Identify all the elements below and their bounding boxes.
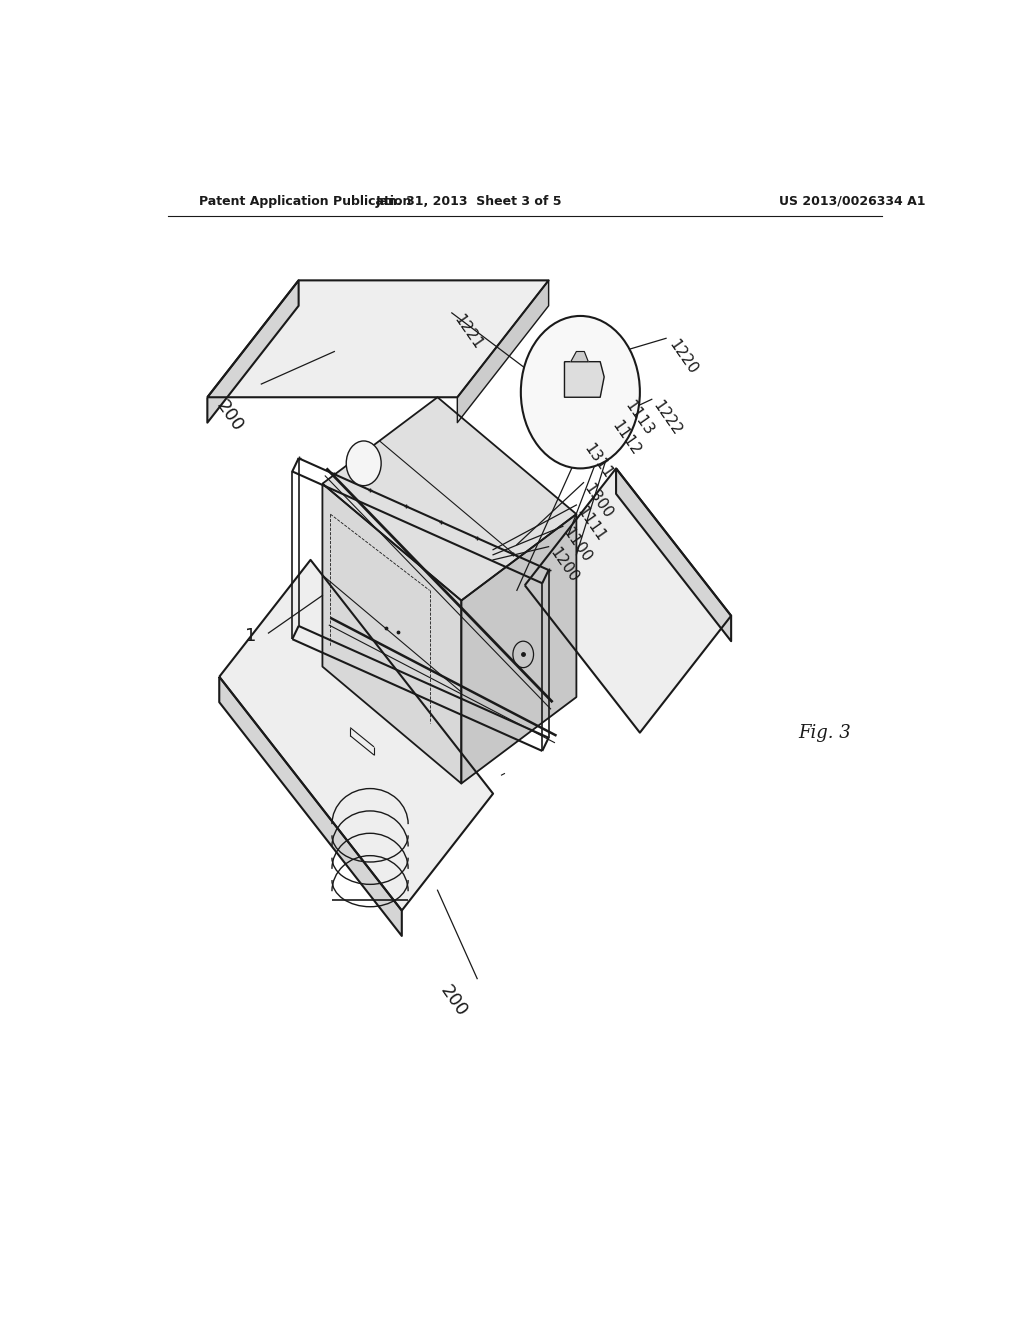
Polygon shape (461, 515, 577, 784)
Text: Fig. 3: Fig. 3 (799, 723, 851, 742)
Text: 1311: 1311 (581, 441, 615, 480)
Text: 1220: 1220 (666, 337, 699, 378)
Text: 1300: 1300 (581, 482, 615, 521)
Polygon shape (524, 469, 731, 733)
Polygon shape (219, 677, 401, 936)
Text: Patent Application Publication: Patent Application Publication (200, 194, 412, 207)
Polygon shape (219, 560, 494, 911)
Text: 1112: 1112 (609, 418, 643, 458)
Text: 200: 200 (212, 397, 246, 436)
Text: US 2013/0026334 A1: US 2013/0026334 A1 (778, 194, 926, 207)
Polygon shape (570, 351, 588, 362)
Text: 1: 1 (246, 627, 257, 645)
Polygon shape (323, 483, 461, 784)
Text: 1221: 1221 (452, 312, 485, 352)
Text: 200: 200 (436, 982, 471, 1020)
Text: 1113: 1113 (622, 399, 656, 438)
Polygon shape (207, 280, 549, 397)
Polygon shape (458, 280, 549, 422)
Polygon shape (207, 280, 299, 422)
Text: Jan. 31, 2013  Sheet 3 of 5: Jan. 31, 2013 Sheet 3 of 5 (376, 194, 562, 207)
Circle shape (346, 441, 381, 486)
Text: 1111: 1111 (573, 504, 608, 544)
Text: 1222: 1222 (649, 399, 684, 438)
Polygon shape (564, 362, 604, 397)
Text: 1100: 1100 (560, 525, 594, 565)
Polygon shape (616, 469, 731, 642)
Polygon shape (323, 397, 577, 601)
Circle shape (521, 315, 640, 469)
Text: 1200: 1200 (547, 545, 581, 586)
